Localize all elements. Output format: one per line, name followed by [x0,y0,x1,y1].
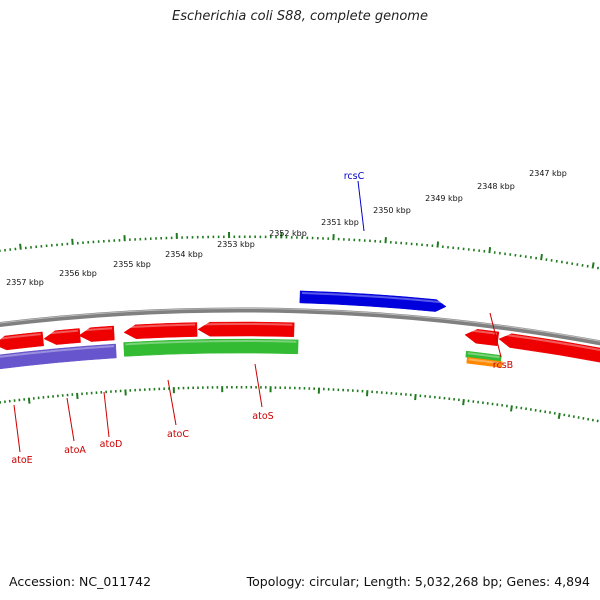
feature-red-6-highlight [467,329,498,335]
feature-red-5 [197,321,295,337]
scale-label: 2347 kbp [529,169,567,178]
feature-red-7 [498,333,600,363]
genome-backbone [0,307,600,346]
gene-leader-atoC [167,379,177,426]
gene-label-atoS: atoS [252,411,273,422]
scale-major-tick [19,243,22,250]
feature-orange-highlight [468,358,501,365]
feature-red-7-body [498,333,600,363]
feature-green-ato [123,338,299,357]
feature-red-1-highlight [0,333,41,340]
scale-label: 2353 kbp [217,240,255,249]
scale-major-tick [436,241,440,248]
inner-major-tick [557,412,561,419]
feature-orange [466,357,503,368]
scale-label: 2357 kbp [6,278,44,287]
gene-leader-atoS [254,363,263,408]
scale-major-tick [540,254,543,261]
gene-label-atoA: atoA [64,445,86,456]
scale-label: 2350 kbp [373,206,411,215]
feature-rcsC [299,290,447,312]
feature-rcsC-highlight [301,292,445,304]
feature-red-3 [78,325,115,342]
feature-orange-body [466,357,503,368]
genome-summary-text: Topology: circular; Length: 5,032,268 bp… [246,574,590,589]
inner-major-tick [510,405,513,412]
feature-red-3-highlight [80,327,113,332]
feature-red-6-body [464,329,500,347]
genome-backbone-shade [0,307,600,342]
gene-label-atoE: atoE [11,455,32,466]
feature-red-4-body [123,322,198,339]
feature-green-rcs-highlight [467,352,500,359]
feature-purple-highlight [0,345,115,358]
feature-red-4-highlight [125,323,196,329]
inner-major-tick [462,399,465,406]
gene-leader-atoD [103,391,110,438]
feature-green-ato-body [123,338,299,357]
feature-red-2 [43,328,81,345]
feature-red-4 [123,322,198,339]
map-title: Escherichia coli S88, complete genome [172,9,428,24]
feature-red-1 [0,331,44,351]
scale-major-tick [591,262,595,269]
feature-red-5-body [197,321,295,337]
accession-text: Accession: NC_011742 [9,574,152,589]
scale-label: 2351 kbp [321,218,359,227]
gene-label-rcsB: rcsB [493,360,513,371]
gene-leader-atoE [13,404,21,453]
feature-red-3-body [78,325,115,342]
feature-red-2-highlight [45,329,78,335]
feature-red-6 [464,329,500,347]
scale-label: 2349 kbp [425,194,463,203]
gene-label-atoC: atoC [167,429,189,440]
scale-label: 2355 kbp [113,260,151,269]
inner-major-tick [27,397,31,404]
feature-red-5-highlight [199,323,293,326]
feature-rcsC-body [299,290,447,312]
feature-purple [0,343,117,370]
gene-label-atoD: atoD [100,439,123,450]
scale-label: 2348 kbp [477,182,515,191]
scale-label: 2352 kbp [269,229,307,238]
scale-label: 2356 kbp [59,269,97,278]
gene-leader-rcsB [489,312,502,358]
inner-major-tick [414,393,417,401]
scale-label: 2354 kbp [165,250,203,259]
feature-red-1-body [0,331,44,351]
feature-green-ato-highlight [125,340,297,346]
gene-leader-atoA [66,397,75,442]
inner-major-tick [76,392,79,400]
scale-major-tick [488,247,492,254]
gene-label-rcsC: rcsC [344,171,365,182]
gene-leader-rcsC [357,180,365,232]
feature-purple-body [0,343,117,370]
feature-red-7-highlight [501,333,600,352]
